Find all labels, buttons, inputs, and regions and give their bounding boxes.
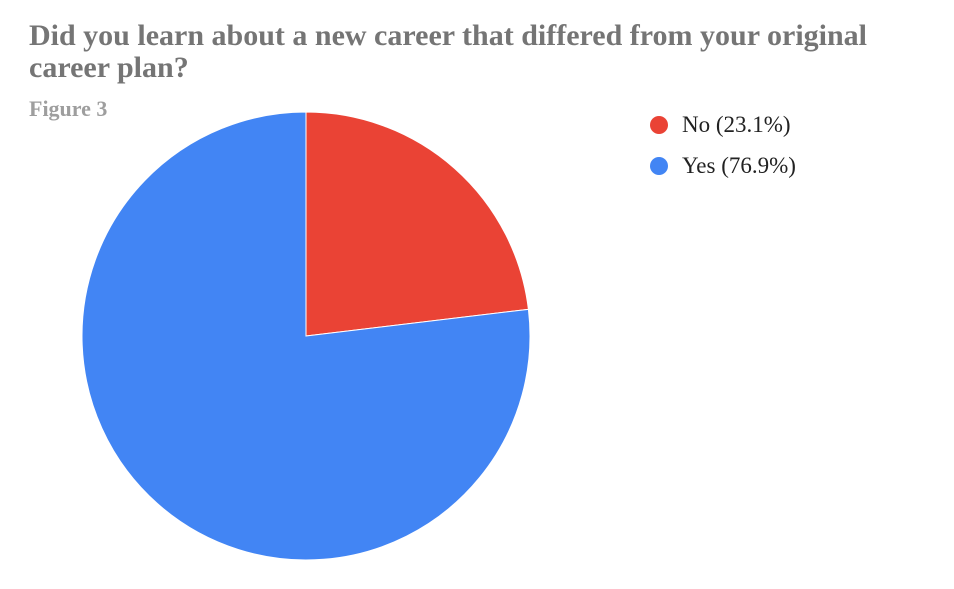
pie-slice-no — [305, 111, 529, 337]
legend-swatch-yes — [650, 157, 668, 175]
legend-item-no: No (23.1%) — [650, 112, 796, 138]
chart-subtitle: Figure 3 — [29, 96, 108, 121]
legend-swatch-no — [650, 116, 668, 134]
pie-slice-yes — [81, 111, 531, 561]
legend-label-no: No (23.1%) — [682, 112, 791, 137]
legend: No (23.1%) Yes (76.9%) — [650, 112, 796, 194]
chart-title: Did you learn about a new career that di… — [29, 19, 868, 84]
legend-label-yes: Yes (76.9%) — [682, 153, 796, 178]
legend-item-yes: Yes (76.9%) — [650, 153, 796, 179]
